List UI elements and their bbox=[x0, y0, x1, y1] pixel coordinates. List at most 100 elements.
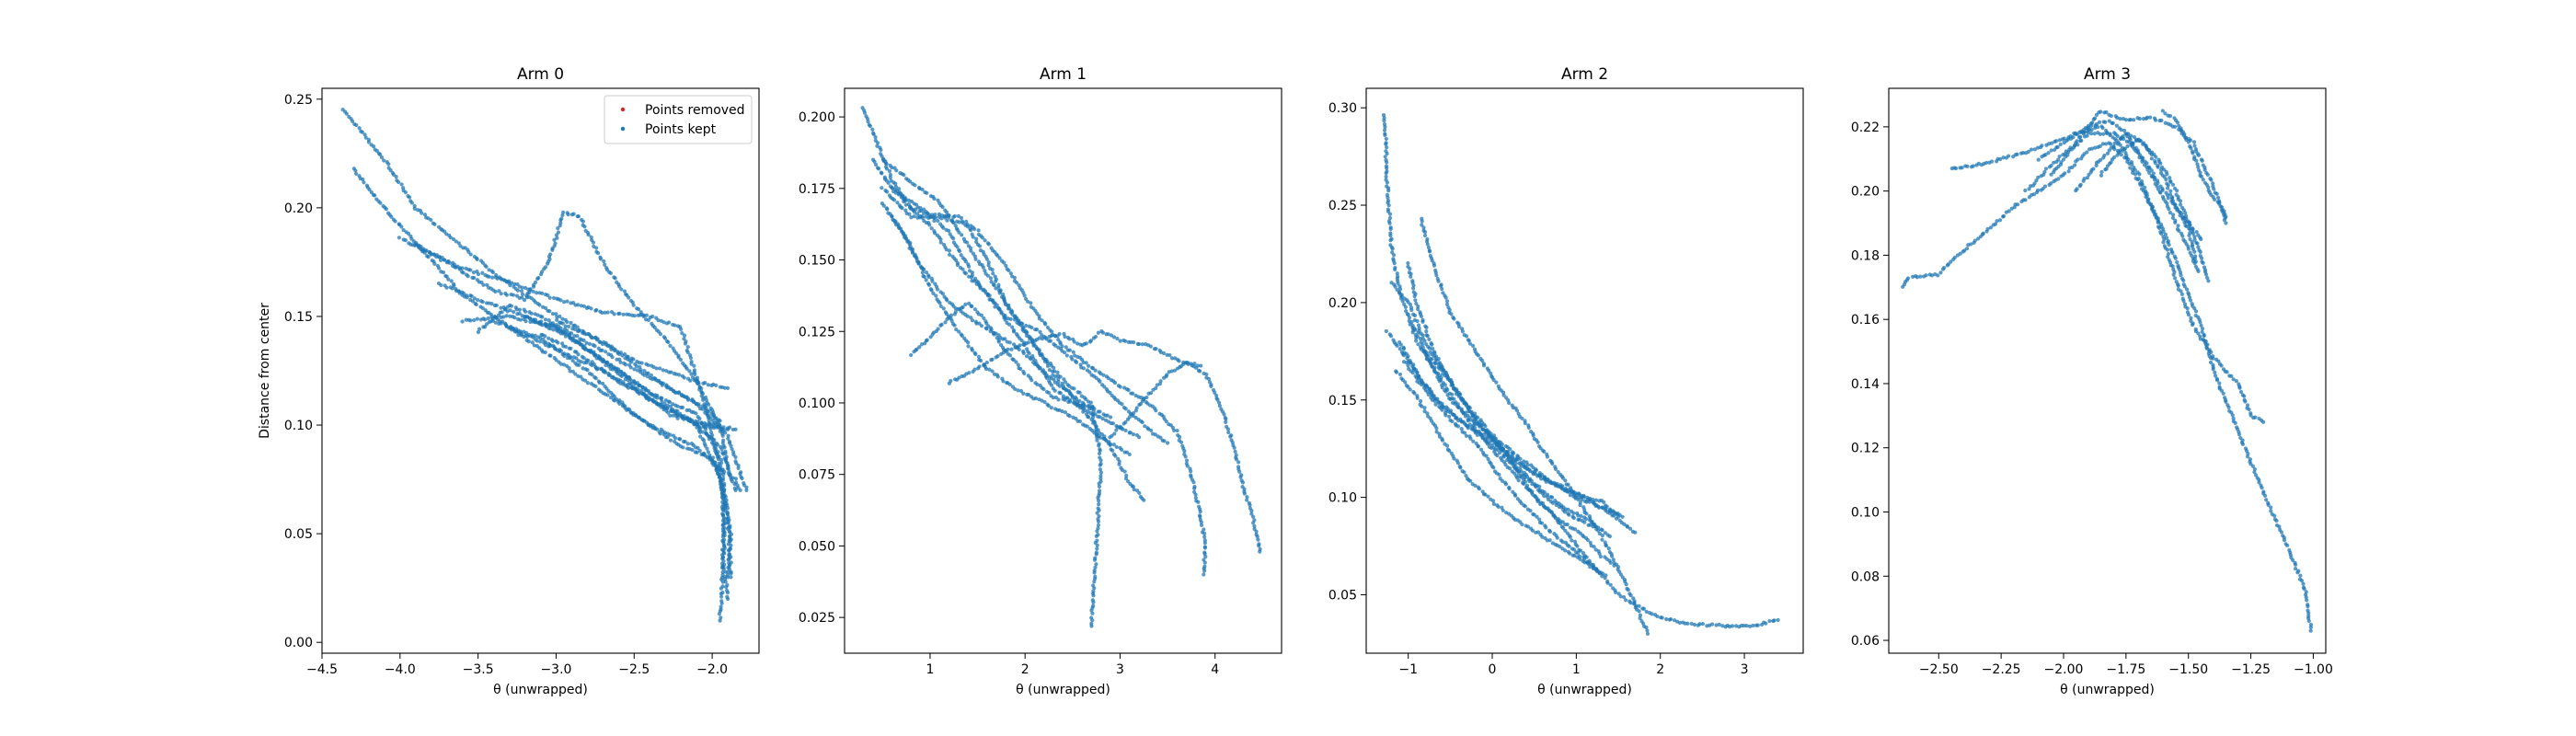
data-point bbox=[706, 383, 710, 387]
data-point bbox=[873, 162, 879, 167]
data-point bbox=[2086, 131, 2090, 135]
data-point bbox=[1044, 373, 1049, 377]
data-point bbox=[1011, 329, 1017, 334]
data-point bbox=[2098, 132, 2102, 136]
data-point bbox=[530, 340, 535, 345]
data-point bbox=[1094, 424, 1098, 429]
data-point bbox=[976, 228, 981, 233]
data-point bbox=[703, 443, 707, 448]
data-point bbox=[2015, 202, 2020, 207]
data-point bbox=[1660, 615, 1664, 620]
data-point bbox=[1106, 332, 1110, 337]
data-point bbox=[945, 298, 949, 303]
data-point bbox=[1434, 273, 1439, 278]
data-point bbox=[912, 214, 916, 219]
data-point bbox=[717, 612, 722, 616]
data-point bbox=[2247, 407, 2251, 412]
data-point bbox=[988, 328, 993, 334]
data-point bbox=[725, 575, 730, 580]
data-points bbox=[860, 106, 1262, 628]
data-point bbox=[1060, 409, 1064, 414]
data-point bbox=[727, 560, 731, 566]
data-point bbox=[1118, 385, 1122, 389]
data-point bbox=[401, 228, 406, 233]
data-point bbox=[1087, 415, 1091, 420]
data-point bbox=[1416, 330, 1420, 335]
data-point bbox=[1098, 474, 1103, 478]
data-point bbox=[548, 252, 553, 257]
data-point bbox=[1545, 538, 1549, 543]
data-point bbox=[1579, 513, 1583, 518]
data-point bbox=[1189, 469, 1193, 474]
data-point bbox=[1582, 520, 1587, 524]
data-point bbox=[1452, 316, 1456, 321]
data-point bbox=[1057, 331, 1062, 337]
data-point bbox=[618, 360, 623, 364]
data-point bbox=[945, 218, 949, 223]
data-point bbox=[1571, 515, 1576, 521]
data-point bbox=[1412, 391, 1417, 396]
data-point bbox=[1040, 351, 1044, 357]
data-point bbox=[715, 471, 720, 477]
data-point bbox=[472, 275, 477, 281]
data-point bbox=[1449, 380, 1454, 385]
data-point bbox=[495, 276, 500, 281]
data-point bbox=[406, 231, 411, 236]
data-point bbox=[683, 341, 688, 346]
data-point bbox=[1204, 372, 1209, 376]
data-point bbox=[2186, 312, 2191, 317]
data-point bbox=[711, 412, 717, 418]
data-point bbox=[1396, 281, 1400, 286]
data-point bbox=[972, 226, 977, 232]
data-point bbox=[1077, 419, 1083, 424]
data-point bbox=[2161, 240, 2166, 245]
data-point bbox=[1525, 466, 1530, 471]
data-point bbox=[2298, 573, 2303, 578]
data-point bbox=[2140, 159, 2145, 164]
data-point bbox=[1450, 392, 1455, 397]
data-point bbox=[1097, 513, 1101, 519]
data-point bbox=[403, 190, 408, 195]
data-point bbox=[643, 393, 648, 397]
data-point bbox=[2156, 165, 2160, 169]
data-point bbox=[952, 213, 957, 219]
data-point bbox=[728, 539, 732, 544]
x-tick-label: −4.5 bbox=[306, 662, 338, 677]
data-point bbox=[925, 338, 929, 342]
y-tick-label: 0.100 bbox=[799, 397, 835, 411]
data-point bbox=[2085, 150, 2089, 155]
data-point bbox=[1440, 368, 1444, 373]
data-point bbox=[432, 222, 437, 226]
data-point bbox=[1958, 251, 1962, 256]
data-point bbox=[450, 286, 454, 291]
data-point bbox=[697, 448, 702, 453]
data-point bbox=[535, 291, 539, 295]
data-point bbox=[1167, 352, 1172, 358]
data-point bbox=[719, 615, 723, 620]
data-point bbox=[1971, 164, 1975, 168]
data-point bbox=[1412, 293, 1417, 299]
data-point bbox=[1109, 415, 1113, 420]
data-point bbox=[1537, 484, 1542, 489]
data-point bbox=[1237, 469, 1242, 474]
data-point bbox=[1148, 344, 1153, 349]
data-point bbox=[1668, 616, 1673, 622]
data-point bbox=[399, 182, 404, 187]
data-point bbox=[1457, 392, 1462, 397]
data-point bbox=[720, 441, 725, 445]
data-point bbox=[454, 239, 458, 244]
data-point bbox=[723, 431, 728, 435]
data-point bbox=[1491, 433, 1497, 438]
data-point bbox=[1073, 353, 1077, 358]
data-point bbox=[2023, 198, 2028, 202]
data-point bbox=[989, 280, 994, 284]
data-point bbox=[891, 198, 897, 202]
data-point bbox=[1066, 388, 1071, 393]
data-point bbox=[563, 344, 569, 349]
data-point bbox=[555, 236, 559, 240]
y-axis-label: Distance from center bbox=[258, 303, 272, 439]
data-point bbox=[1546, 497, 1551, 502]
data-point bbox=[1434, 430, 1439, 434]
data-point bbox=[2187, 233, 2191, 238]
data-point bbox=[963, 271, 969, 276]
